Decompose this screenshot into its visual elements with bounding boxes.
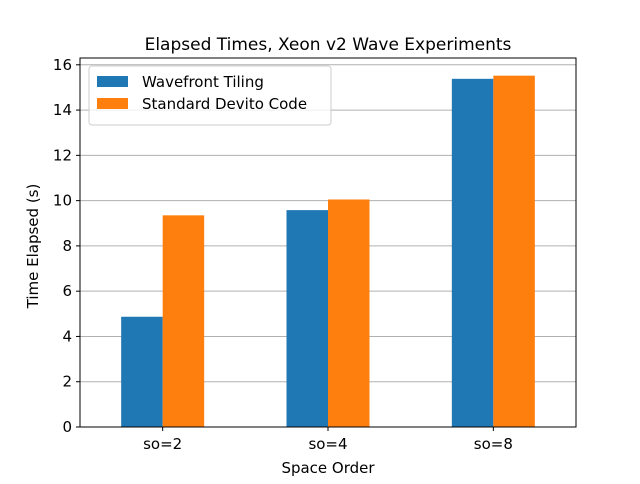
chart-title: Elapsed Times, Xeon v2 Wave Experiments — [145, 35, 512, 55]
x-axis-label: Space Order — [281, 459, 375, 477]
bar-wavefront-tiling-so8 — [451, 78, 494, 427]
y-tick-label: 8 — [62, 237, 72, 255]
bar-wavefront-tiling-so2 — [121, 316, 163, 427]
y-axis-label: Time Elapsed (s) — [24, 184, 42, 310]
y-tick-label: 16 — [53, 56, 72, 74]
bar-standard-devito-code-so8 — [493, 75, 535, 428]
plot-frame — [79, 57, 577, 428]
legend-swatch — [97, 98, 128, 109]
y-tick-label: 4 — [62, 327, 72, 345]
axis-ticks: 0 2 4 6 8 10 12 14 16 so=2 so=4 so=8 — [53, 56, 513, 453]
legend: Wavefront Tiling Standard Devito Code — [88, 65, 332, 126]
y-tick-label: 12 — [53, 146, 72, 164]
bars — [121, 75, 535, 428]
bar-standard-devito-code-so4 — [328, 199, 370, 427]
y-tick-label: 10 — [53, 192, 72, 210]
bar-wavefront-tiling-so4 — [286, 210, 328, 427]
y-tick-label: 2 — [62, 373, 72, 391]
legend-box — [88, 65, 332, 126]
legend-label: Standard Devito Code — [142, 95, 307, 113]
y-tick-label: 6 — [62, 282, 72, 300]
y-tick-label: 14 — [53, 101, 72, 119]
y-tick-label: 0 — [62, 418, 72, 436]
bar-standard-devito-code-so2 — [162, 215, 205, 427]
legend-label: Wavefront Tiling — [142, 73, 264, 91]
x-tick-label: so=4 — [308, 435, 347, 453]
legend-swatch — [97, 76, 128, 87]
x-tick-label: so=8 — [474, 435, 513, 453]
x-tick-label: so=2 — [143, 435, 182, 453]
